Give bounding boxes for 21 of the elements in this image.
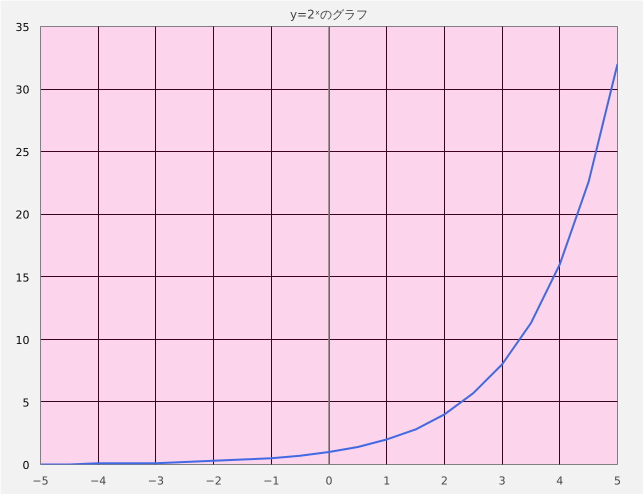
y-tick-label: 15	[16, 271, 30, 284]
y-tick-label: 10	[16, 334, 30, 347]
x-tick-label: −3	[148, 474, 164, 488]
y-tick-label: 0	[22, 459, 30, 472]
x-tick-label: 2	[440, 474, 448, 488]
x-tick-label: 0	[326, 474, 332, 488]
x-tick-label: −4	[90, 474, 106, 488]
y-tick-label: 30	[16, 84, 30, 97]
y-tick-label: 25	[16, 146, 30, 160]
x-tick-label: 1	[383, 474, 390, 488]
y-tick-label: 35	[16, 21, 30, 34]
x-tick-label: −2	[205, 474, 222, 488]
y-tick-label: 20	[16, 208, 30, 222]
x-tick-label: −5	[32, 474, 49, 488]
x-tick-label: 5	[614, 474, 621, 488]
x-tick-label: 4	[556, 474, 564, 488]
line-series	[40, 63, 618, 464]
x-tick-label: 3	[498, 474, 506, 488]
chart-title: y=2ˣのグラフ	[290, 8, 368, 22]
x-tick-label: −1	[263, 474, 280, 488]
y-tick-label: 5	[22, 396, 30, 410]
